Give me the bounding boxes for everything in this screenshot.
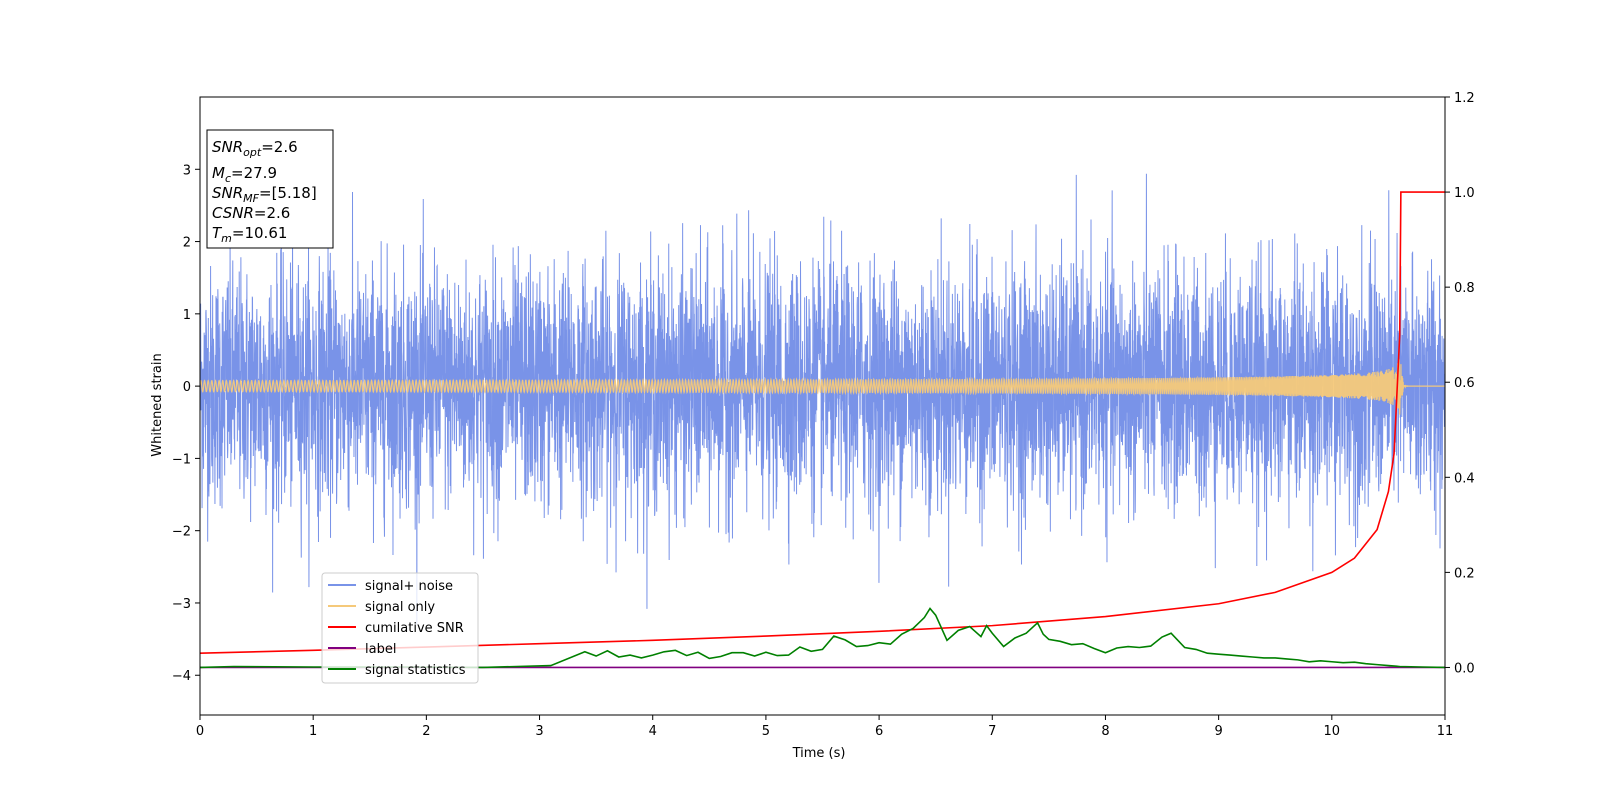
series-signal-only-line — [200, 359, 1445, 415]
legend-label: label — [365, 642, 396, 657]
y-tick-label: 1 — [183, 308, 191, 323]
info-box-frame — [206, 129, 334, 249]
x-tick-label: 11 — [1437, 724, 1454, 739]
y-tick-label: 3 — [183, 163, 191, 178]
info-snr-opt: SNRopt=2.6 — [212, 138, 298, 159]
y2-tick-label: 0.0 — [1454, 661, 1475, 676]
legend-label: signal+ noise — [365, 579, 453, 594]
x-tick-label: 7 — [988, 724, 996, 739]
legend-items: signal+ noise signal only cumilative SNR la… — [328, 579, 466, 678]
info-tm: Tm=10.61 — [212, 224, 287, 245]
series-signal-statistics-line — [200, 607, 1445, 669]
plot-frame — [199, 96, 1446, 716]
y-tick-label: 2 — [183, 236, 191, 251]
y-tick-label: 0 — [183, 380, 191, 395]
x-tick-label: 5 — [762, 724, 770, 739]
y2-tick-label: 1.0 — [1454, 186, 1475, 201]
series-signal-noise-line — [200, 173, 1445, 625]
y2-tick-label: 1.2 — [1454, 91, 1475, 106]
y2-tick-label: 0.2 — [1454, 566, 1475, 581]
x-axis-label: Time (s) — [792, 746, 846, 761]
legend-label: signal statistics — [365, 663, 466, 678]
x-tick-label: 4 — [649, 724, 657, 739]
info-box: SNRopt=2.6 Mc=27.9 SNRMF=[5.18] CSNR=2.6… — [206, 129, 334, 249]
x-tick-label: 8 — [1101, 724, 1109, 739]
x-tick-label: 9 — [1214, 724, 1222, 739]
x-tick-label: 3 — [535, 724, 543, 739]
y2-tick-label: 0.8 — [1454, 281, 1475, 296]
axes-layer: 0 1 2 3 4 5 6 7 8 9 10 11 −4 −3 −2 −1 0 1 2 3 0.0 0.2 0.4 0.6 0.… — [172, 91, 1475, 739]
series-cumilative-snr-line — [200, 191, 1445, 654]
x-tick-label: 2 — [422, 724, 430, 739]
y2-tick-label: 0.6 — [1454, 376, 1475, 391]
info-csnr: CSNR=2.6 — [212, 204, 290, 222]
y-tick-label: −2 — [172, 525, 191, 540]
info-mc: Mc=27.9 — [212, 164, 277, 185]
legend-label: signal only — [365, 600, 435, 615]
legend: signal+ noise signal only cumilative SNR la… — [321, 572, 479, 684]
y-tick-label: −4 — [172, 669, 191, 684]
x-tick-label: 1 — [309, 724, 317, 739]
y-tick-label: −1 — [172, 452, 191, 467]
legend-label: cumilative SNR — [365, 621, 464, 636]
y-axis-label: Whitened strain — [150, 353, 165, 456]
x-tick-label: 6 — [875, 724, 883, 739]
y2-tick-label: 0.4 — [1454, 471, 1475, 486]
x-tick-label: 10 — [1324, 724, 1341, 739]
info-snr-mf: SNRMF=[5.18] — [212, 184, 317, 205]
x-tick-label: 0 — [196, 724, 204, 739]
legend-frame — [321, 572, 479, 684]
y-tick-label: −3 — [172, 597, 191, 612]
